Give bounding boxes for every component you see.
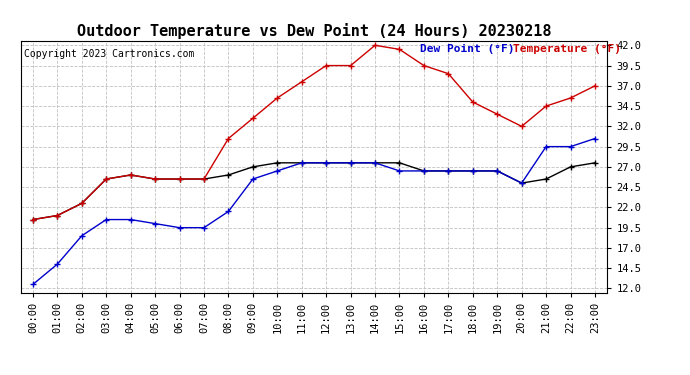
Text: Temperature (°F): Temperature (°F) [513, 44, 622, 54]
Text: Copyright 2023 Cartronics.com: Copyright 2023 Cartronics.com [23, 49, 194, 59]
Text: Dew Point (°F): Dew Point (°F) [420, 44, 514, 54]
Title: Outdoor Temperature vs Dew Point (24 Hours) 20230218: Outdoor Temperature vs Dew Point (24 Hou… [77, 23, 551, 39]
